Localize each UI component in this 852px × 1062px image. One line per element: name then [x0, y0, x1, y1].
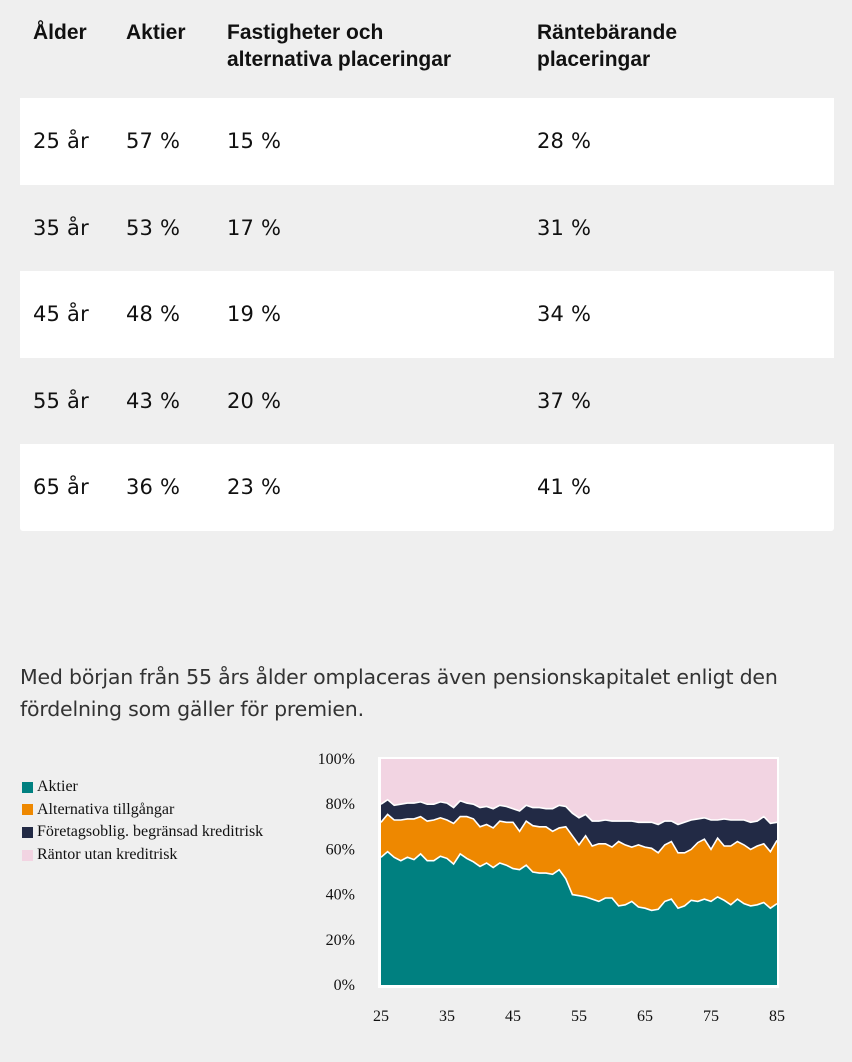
cell-rantebarande: 41 % — [537, 475, 592, 499]
cell-fastigheter: 19 % — [227, 302, 282, 326]
table-row: 35 år 53 % 17 % 31 % — [20, 184, 834, 271]
table-row: 45 år 48 % 19 % 34 % — [20, 271, 834, 358]
chart-legend: Aktier Alternativa tillgångar Företagsobli… — [22, 776, 263, 866]
area-series-2 — [381, 799, 777, 853]
header-aktier: Aktier — [126, 19, 186, 46]
lead-paragraph: Med början från 55 års ålder omplaceras … — [20, 664, 778, 721]
legend-swatch — [22, 804, 33, 816]
header-fastigheter: Fastigheter och alternativa placeringar — [227, 19, 451, 73]
header-line: placeringar — [537, 48, 651, 71]
series-boundary-2 — [380, 798, 778, 826]
legend-swatch — [22, 849, 33, 861]
legend-item: Räntor utan kreditrisk — [22, 844, 263, 867]
y-tick-label: 60% — [326, 841, 355, 858]
cell-aktier: 48 % — [126, 302, 181, 326]
series-boundary-0 — [380, 850, 778, 912]
x-tick-label: 25 — [373, 1008, 389, 1025]
cell-rantebarande: 28 % — [537, 129, 592, 153]
x-tick-label: 65 — [637, 1008, 653, 1025]
cell-aktier: 53 % — [126, 215, 181, 240]
x-tick-label: 85 — [769, 1008, 785, 1025]
cell-rantebarande: 34 % — [537, 302, 592, 326]
area-series-3 — [381, 759, 777, 825]
legend-item: Företagsoblig. begränsad kreditrisk — [22, 821, 263, 844]
y-tick-label: 80% — [326, 796, 355, 813]
table-row: 25 år 57 % 15 % 28 % — [20, 98, 834, 185]
table-body: 25 år 57 % 15 % 28 % 35 år 53 % 17 % 31 % 45 år 4… — [20, 98, 834, 531]
y-tick-label: 40% — [326, 887, 355, 904]
cell-alder: 35 år — [33, 215, 89, 240]
legend-item: Alternativa tillgångar — [22, 799, 263, 822]
table-row: 55 år 43 % 20 % 37 % — [20, 357, 834, 444]
legend-label: Räntor utan kreditrisk — [37, 846, 178, 864]
x-tick-label: 55 — [571, 1008, 587, 1025]
legend-label: Alternativa tillgångar — [37, 800, 175, 818]
header-line: Aktier — [126, 21, 186, 44]
area-series-0 — [381, 851, 777, 985]
cell-fastigheter: 15 % — [227, 129, 282, 153]
legend-label: Företagsoblig. begränsad kreditrisk — [37, 823, 264, 841]
cell-aktier: 36 % — [126, 475, 181, 499]
cell-alder: 55 år — [33, 388, 89, 413]
legend-swatch — [22, 826, 33, 838]
header-line: Fastigheter och — [227, 21, 384, 44]
header-line: alternativa placeringar — [227, 48, 452, 71]
header-rantebarande: Räntebärande placeringar — [537, 19, 677, 73]
x-tick-label: 35 — [439, 1008, 455, 1025]
cell-fastigheter: 20 % — [227, 388, 282, 413]
legend-label: Aktier — [37, 778, 78, 796]
cell-rantebarande: 37 % — [537, 388, 592, 413]
cell-aktier: 57 % — [126, 129, 181, 153]
cell-alder: 25 år — [33, 129, 89, 153]
cell-rantebarande: 31 % — [537, 215, 592, 240]
cell-alder: 65 år — [33, 475, 89, 499]
table-row: 65 år 36 % 23 % 41 % — [20, 444, 834, 531]
legend-swatch — [22, 781, 33, 793]
cell-fastigheter: 23 % — [227, 475, 282, 499]
y-tick-label: 100% — [318, 751, 355, 768]
series-boundary-1 — [380, 813, 778, 854]
header-line: Ålder — [33, 21, 87, 44]
header-line: Räntebärande — [537, 21, 678, 44]
header-alder: Ålder — [33, 19, 87, 46]
x-tick-label: 45 — [505, 1008, 521, 1025]
allocation-table: Ålder Aktier Fastigheter och alternativa … — [20, 0, 834, 531]
table-header: Ålder Aktier Fastigheter och alternativa … — [20, 0, 834, 98]
x-tick-label: 75 — [703, 1008, 719, 1025]
y-tick-label: 0% — [334, 977, 355, 994]
cell-aktier: 43 % — [126, 388, 181, 413]
cell-fastigheter: 17 % — [227, 215, 282, 240]
y-tick-label: 20% — [326, 932, 355, 949]
cell-alder: 45 år — [33, 302, 89, 326]
legend-item: Aktier — [22, 776, 263, 799]
area-series-1 — [381, 814, 777, 911]
